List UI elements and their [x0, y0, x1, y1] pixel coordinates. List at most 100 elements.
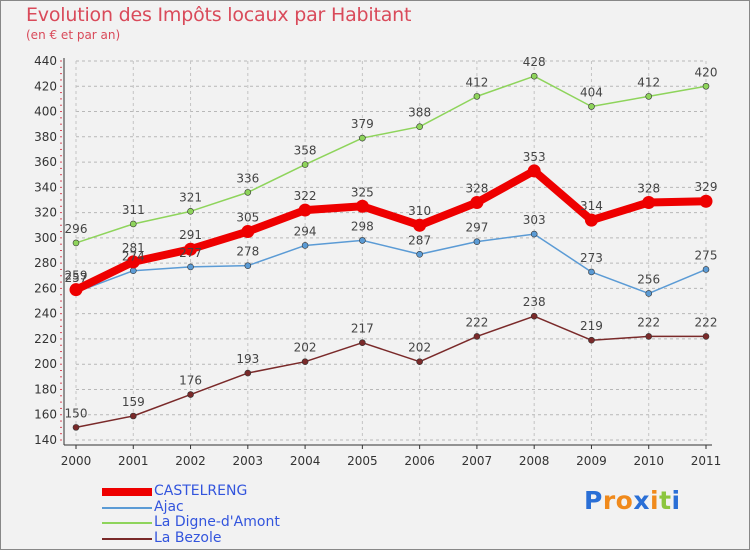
y-tick-label: 260 — [34, 281, 57, 295]
data-label: 256 — [637, 272, 660, 286]
data-label: 291 — [179, 228, 202, 242]
legend-swatch — [102, 506, 152, 509]
data-point — [184, 242, 198, 256]
logo-letter: o — [615, 486, 634, 515]
x-tick-label: 2009 — [576, 454, 607, 468]
x-tick-label: 2011 — [691, 454, 722, 468]
proxiti-logo: Proxiti — [584, 486, 681, 515]
data-point — [244, 369, 252, 377]
data-point — [416, 123, 423, 130]
data-label: 238 — [523, 295, 546, 309]
data-point — [244, 262, 252, 269]
y-tick-label: 180 — [34, 382, 57, 396]
logo-letter: t — [659, 486, 672, 515]
data-label: 379 — [351, 117, 374, 131]
data-label: 150 — [65, 406, 88, 420]
y-tick-label: 240 — [34, 307, 57, 321]
data-point — [702, 82, 710, 90]
y-tick-label: 200 — [34, 357, 57, 371]
y-tick-label: 360 — [34, 155, 57, 169]
data-label: 325 — [351, 185, 374, 199]
x-tick-label: 2004 — [290, 454, 321, 468]
y-tick-label: 440 — [34, 54, 57, 68]
y-tick-label: 160 — [34, 408, 57, 422]
x-tick-label: 2007 — [462, 454, 493, 468]
data-label: 219 — [580, 319, 603, 333]
data-label: 328 — [637, 181, 660, 195]
x-tick-label: 2005 — [347, 454, 378, 468]
data-label: 202 — [294, 341, 317, 355]
data-point — [530, 312, 538, 320]
data-label: 217 — [351, 322, 374, 336]
data-point — [588, 268, 595, 276]
data-label: 202 — [408, 341, 431, 355]
x-tick-label: 2001 — [118, 454, 149, 468]
legend-label: CASTELRENG — [154, 483, 248, 499]
data-point — [187, 208, 194, 215]
chart-subtitle: (en € et par an) — [26, 28, 121, 42]
data-label: 329 — [695, 180, 718, 194]
data-point — [702, 266, 710, 273]
data-label: 321 — [179, 190, 202, 204]
logo-letter: x — [633, 486, 650, 515]
legend-swatch — [102, 522, 152, 524]
data-label: 353 — [523, 150, 546, 164]
data-label: 388 — [408, 106, 431, 120]
data-label: 257 — [65, 271, 88, 285]
chart-title: Evolution des Impôts locaux par Habitant — [26, 4, 412, 26]
legend-label: La Digne-d'Amont — [154, 514, 280, 530]
data-label: 404 — [580, 85, 603, 99]
data-point — [244, 189, 252, 196]
data-point — [301, 358, 309, 365]
data-point — [413, 218, 427, 232]
y-tick-label: 280 — [34, 256, 57, 270]
data-label: 311 — [122, 203, 145, 217]
y-tick-label: 220 — [34, 332, 57, 346]
series-line-ajac — [75, 233, 707, 295]
data-label: 193 — [236, 352, 259, 366]
logo-letter: i — [671, 486, 681, 515]
series-line-la-digne-d-amont — [75, 75, 707, 244]
data-point — [129, 267, 137, 275]
x-tick-label: 2002 — [175, 454, 206, 468]
data-point — [645, 93, 653, 100]
data-label: 274 — [122, 250, 145, 264]
data-label: 294 — [294, 224, 317, 238]
data-point — [359, 237, 366, 244]
data-point — [530, 72, 538, 80]
data-point — [645, 333, 653, 340]
data-label: 259 — [65, 269, 88, 283]
data-point — [187, 391, 194, 398]
data-label: 159 — [122, 395, 145, 409]
x-tick-label: 2003 — [233, 454, 264, 468]
data-point — [72, 239, 80, 247]
y-tick-label: 420 — [34, 79, 57, 93]
data-label: 310 — [408, 204, 431, 218]
x-tick-label: 2008 — [519, 454, 550, 468]
data-label: 420 — [695, 65, 718, 79]
data-point — [527, 164, 541, 178]
data-point — [416, 250, 423, 258]
data-label: 222 — [637, 315, 660, 329]
data-point — [588, 336, 595, 344]
data-label: 296 — [65, 222, 88, 236]
legend-swatch — [102, 537, 152, 540]
data-label: 358 — [294, 144, 317, 158]
data-point — [702, 333, 710, 340]
data-label: 297 — [465, 221, 488, 235]
data-point — [241, 225, 255, 239]
data-point — [72, 424, 80, 431]
y-tick-label: 320 — [34, 206, 57, 220]
data-point — [588, 103, 595, 110]
data-label: 287 — [408, 233, 431, 247]
data-point — [355, 199, 369, 213]
legend-label: La Bezole — [154, 529, 222, 546]
data-label: 298 — [351, 219, 374, 233]
data-point — [129, 412, 137, 420]
data-point — [584, 213, 598, 227]
data-point — [645, 290, 653, 297]
data-label: 281 — [122, 241, 145, 255]
data-label: 277 — [179, 246, 202, 260]
